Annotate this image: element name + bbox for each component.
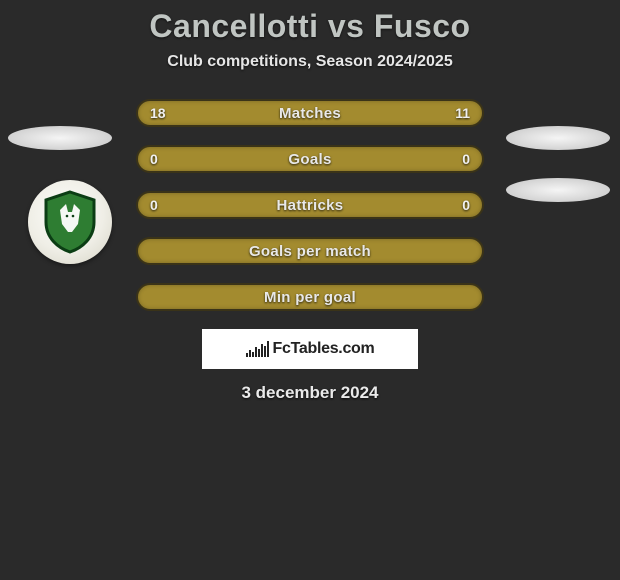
page-subtitle: Club competitions, Season 2024/2025 [0,53,620,71]
page-title: Cancellotti vs Fusco [0,8,620,45]
stat-left-value: 0 [150,151,158,167]
stat-label: Goals per match [249,243,371,260]
player-placeholder-icon [8,126,112,150]
stat-rows: 18 Matches 11 0 Goals 0 0 Hattricks 0 Go… [136,99,484,311]
stat-row-goals: 0 Goals 0 [136,145,484,173]
bar-chart-icon [246,341,269,357]
stat-label: Matches [279,105,341,122]
source-badge: FcTables.com [202,329,418,369]
stat-right-value: 11 [455,105,470,121]
source-badge-text: FcTables.com [273,340,375,358]
player-placeholder-icon [506,126,610,150]
stat-row-min-per-goal: Min per goal [136,283,484,311]
stat-label: Goals [288,151,331,168]
stat-row-matches: 18 Matches 11 [136,99,484,127]
stat-row-goals-per-match: Goals per match [136,237,484,265]
player-placeholder-icon [506,178,610,202]
club-crest-icon [28,180,112,264]
stat-row-hattricks: 0 Hattricks 0 [136,191,484,219]
date-line: 3 december 2024 [0,383,620,403]
stat-left-value: 18 [150,105,166,121]
stat-right-value: 0 [462,197,470,213]
stat-label: Hattricks [277,197,344,214]
stat-left-value: 0 [150,197,158,213]
stat-label: Min per goal [264,289,356,306]
stat-right-value: 0 [462,151,470,167]
